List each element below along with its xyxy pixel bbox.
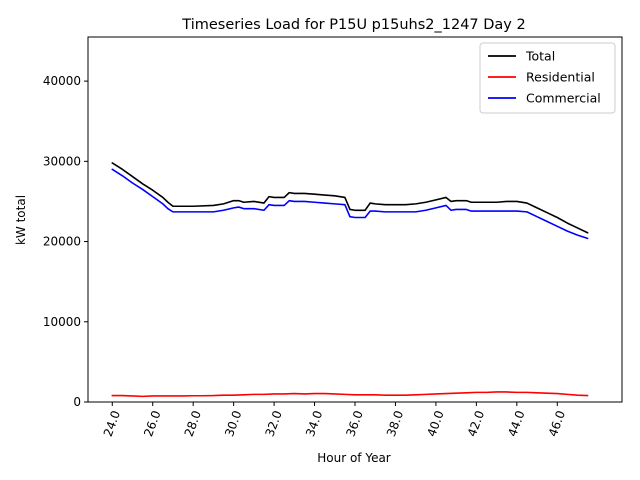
series-line-residential xyxy=(111,391,589,398)
series-layer xyxy=(111,162,589,398)
y-tick-label: 0 xyxy=(73,395,81,409)
legend-label-total: Total xyxy=(525,49,555,64)
legend: Total Residential Commercial xyxy=(479,42,616,114)
legend-box xyxy=(479,42,616,114)
y-axis: 0 10000 20000 30000 40000 xyxy=(43,74,88,409)
x-axis-label: Hour of Year xyxy=(317,451,391,465)
y-tick-label: 40000 xyxy=(43,74,81,88)
chart-title: Timeseries Load for P15U p15uhs2_1247 Da… xyxy=(181,17,525,33)
legend-label-commercial: Commercial xyxy=(526,91,601,106)
y-axis-label: kW total xyxy=(14,195,28,245)
legend-label-residential: Residential xyxy=(526,70,595,85)
series-line-commercial xyxy=(111,168,589,240)
y-tick-label: 20000 xyxy=(43,235,81,249)
series-line-total xyxy=(111,162,589,234)
y-tick-label: 10000 xyxy=(43,315,81,329)
y-tick-label: 30000 xyxy=(43,154,81,168)
